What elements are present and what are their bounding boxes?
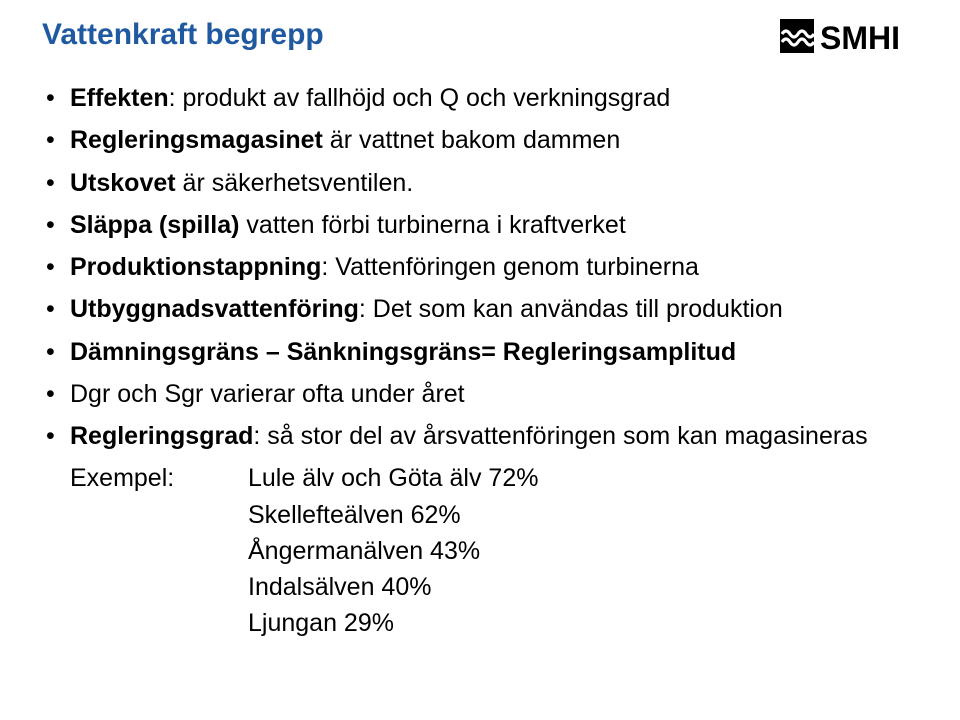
text: är vattnet bakom dammen [323, 126, 620, 154]
list-item: Utskovet är säkerhetsventilen. [42, 165, 918, 201]
smhi-logo: SMHI [780, 16, 918, 61]
term: Dämningsgräns – Sänkningsgräns= Reglerin… [70, 338, 736, 366]
bullet-list: Effekten: produkt av fallhöjd och Q och … [42, 80, 918, 454]
term: Produktionstappning [70, 253, 321, 281]
list-item: Släppa (spilla) vatten förbi turbinerna … [42, 207, 918, 243]
example-item: Skellefteälven 62% [42, 497, 918, 533]
term: Utskovet [70, 169, 176, 197]
list-item: Utbyggnadsvattenföring: Det som kan anvä… [42, 291, 918, 327]
list-item: Dämningsgräns – Sänkningsgräns= Reglerin… [42, 334, 918, 370]
term: Effekten [70, 84, 169, 112]
text: Dgr och Sgr varierar ofta under året [70, 380, 465, 408]
slide: SMHI Vattenkraft begrepp Effekten: produ… [0, 0, 960, 720]
text: : så stor del av årsvattenföringen som k… [253, 422, 867, 450]
text: : produkt av fallhöjd och Q och verkning… [169, 84, 671, 112]
text: : Vattenföringen genom turbinerna [321, 253, 699, 281]
example-item: Ljungan 29% [42, 605, 918, 641]
list-item: Regleringsgrad: så stor del av årsvatten… [42, 418, 918, 454]
term: Släppa (spilla) [70, 211, 239, 239]
list-item: Regleringsmagasinet är vattnet bakom dam… [42, 122, 918, 158]
list-item: Effekten: produkt av fallhöjd och Q och … [42, 80, 918, 116]
text: är säkerhetsventilen. [176, 169, 414, 197]
example-label: Exempel: [70, 460, 248, 496]
example-item: Indalsälven 40% [42, 569, 918, 605]
term: Utbyggnadsvattenföring [70, 295, 359, 323]
text: vatten förbi turbinerna i kraftverket [239, 211, 625, 239]
example-item: Ångermanälven 43% [42, 533, 918, 569]
list-item: Dgr och Sgr varierar ofta under året [42, 376, 918, 412]
term: Regleringsgrad [70, 422, 253, 450]
text: : Det som kan användas till produktion [359, 295, 783, 323]
example-row: Exempel:Lule älv och Göta älv 72% [42, 460, 918, 496]
svg-text:SMHI: SMHI [820, 20, 900, 56]
example-item: Lule älv och Göta älv 72% [248, 464, 538, 492]
list-item: Produktionstappning: Vattenföringen geno… [42, 249, 918, 285]
term: Regleringsmagasinet [70, 126, 323, 154]
